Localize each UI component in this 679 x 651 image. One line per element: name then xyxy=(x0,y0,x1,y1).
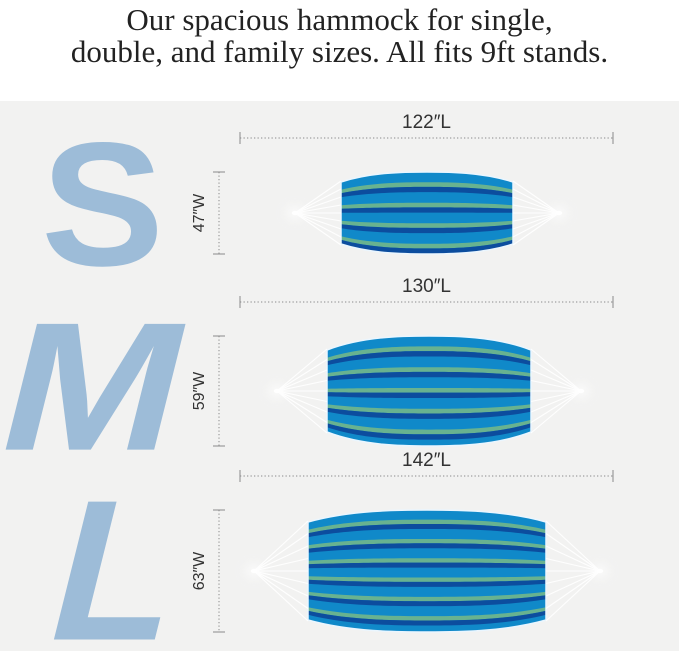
svg-text:142″L: 142″L xyxy=(402,450,451,471)
svg-text:122″L: 122″L xyxy=(402,112,451,133)
svg-text:59″W: 59″W xyxy=(191,371,208,410)
svg-text:130″L: 130″L xyxy=(402,276,451,297)
svg-text:47″W: 47″W xyxy=(191,193,208,232)
svg-text:63″W: 63″W xyxy=(191,551,208,590)
